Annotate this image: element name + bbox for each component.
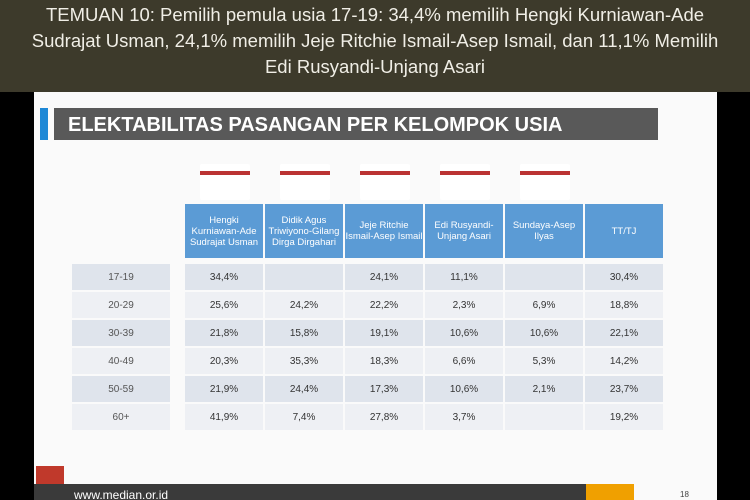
candidate-photo: [440, 164, 490, 200]
header-band: TEMUAN 10: Pemilih pemula usia 17-19: 34…: [0, 0, 750, 92]
table-cell: 2,1%: [505, 376, 583, 402]
table-cell: 11,1%: [425, 264, 503, 290]
table-cell: 21,8%: [185, 320, 263, 346]
table-cell: 18,3%: [345, 348, 423, 374]
row-label: 17-19: [72, 264, 170, 290]
page-number: 18: [680, 490, 689, 499]
row-label: 30-39: [72, 320, 170, 346]
table-cell: 18,8%: [585, 292, 663, 318]
table-cell: 10,6%: [425, 376, 503, 402]
candidate-photo: [520, 164, 570, 200]
row-label: 20-29: [72, 292, 170, 318]
column-header: Edi Rusyandi-Unjang Asari: [425, 204, 503, 258]
table-cell: 3,7%: [425, 404, 503, 430]
candidate-photo: [280, 164, 330, 200]
row-label: 40-49: [72, 348, 170, 374]
banner-accent: [40, 108, 48, 140]
column-header: Jeje Ritchie Ismail-Asep Ismail: [345, 204, 423, 258]
table-cell: 20,3%: [185, 348, 263, 374]
table-cell: 14,2%: [585, 348, 663, 374]
table-cell: 10,6%: [505, 320, 583, 346]
column-header: TT/TJ: [585, 204, 663, 258]
column-header: Hengki Kurniawan-Ade Sudrajat Usman: [185, 204, 263, 258]
table-cell: 6,9%: [505, 292, 583, 318]
table-cell: 35,3%: [265, 348, 343, 374]
table-cell: 6,6%: [425, 348, 503, 374]
table-cell: 21,9%: [185, 376, 263, 402]
row-label: 50-59: [72, 376, 170, 402]
table-cell: [265, 264, 343, 290]
table-cell: 19,2%: [585, 404, 663, 430]
candidate-photo: [200, 164, 250, 200]
table-cell: 10,6%: [425, 320, 503, 346]
column-header: Didik Agus Triwiyono-Gilang Dirga Dirgah…: [265, 204, 343, 258]
candidate-photo: [360, 164, 410, 200]
banner: ELEKTABILITAS PASANGAN PER KELOMPOK USIA: [54, 108, 658, 140]
footer-url: www.median.or.id: [74, 488, 169, 500]
banner-title: ELEKTABILITAS PASANGAN PER KELOMPOK USIA: [68, 114, 563, 136]
table-cell: [505, 404, 583, 430]
table-cell: 17,3%: [345, 376, 423, 402]
table-cell: 7,4%: [265, 404, 343, 430]
row-label: 60+: [72, 404, 170, 430]
table-cell: 2,3%: [425, 292, 503, 318]
table-cell: [505, 264, 583, 290]
table-cell: 19,1%: [345, 320, 423, 346]
column-header: Sundaya-Asep Ilyas: [505, 204, 583, 258]
table-cell: 22,1%: [585, 320, 663, 346]
table-cell: 34,4%: [185, 264, 263, 290]
table-cell: 5,3%: [505, 348, 583, 374]
header-title: TEMUAN 10: Pemilih pemula usia 17-19: 34…: [31, 4, 719, 77]
table-cell: 30,4%: [585, 264, 663, 290]
table-cell: 27,8%: [345, 404, 423, 430]
table-cell: 24,1%: [345, 264, 423, 290]
table-cell: 23,7%: [585, 376, 663, 402]
table-cell: 25,6%: [185, 292, 263, 318]
table-cell: 15,8%: [265, 320, 343, 346]
table-cell: 24,2%: [265, 292, 343, 318]
table-cell: 41,9%: [185, 404, 263, 430]
table-cell: 24,4%: [265, 376, 343, 402]
footer-bar: [34, 484, 634, 500]
table-cell: 22,2%: [345, 292, 423, 318]
